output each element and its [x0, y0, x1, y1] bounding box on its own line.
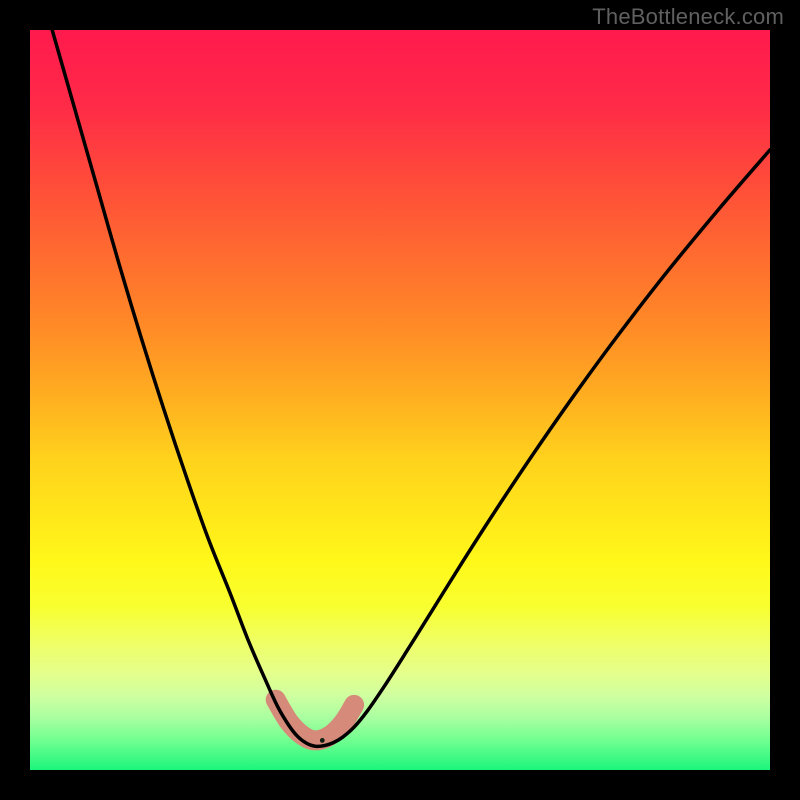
bottleneck-curve-chart [30, 30, 770, 770]
watermark-text: TheBottleneck.com [592, 4, 784, 30]
chart-frame: TheBottleneck.com [0, 0, 800, 800]
curve-min-marker [320, 738, 325, 743]
plot-area [30, 30, 770, 770]
